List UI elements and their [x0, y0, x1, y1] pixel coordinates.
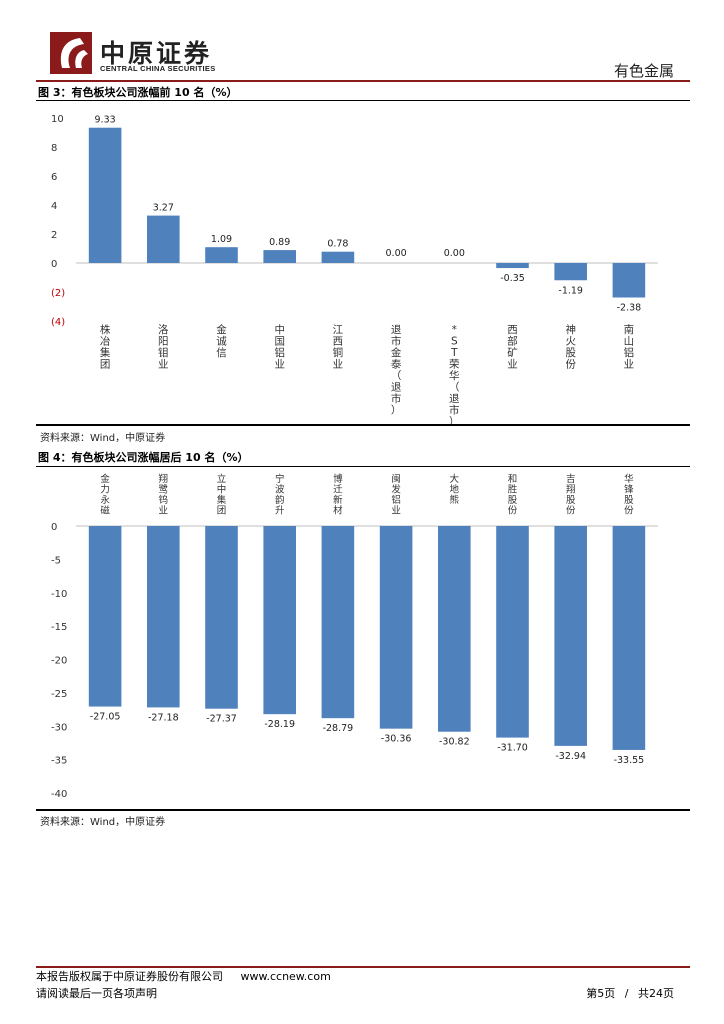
- category-label: 洛阳钼业: [158, 323, 169, 371]
- website-link[interactable]: www.ccnew.com: [240, 970, 331, 983]
- bar-1: [88, 526, 122, 707]
- bar-1: [88, 127, 122, 263]
- y-tick-label: 4: [51, 201, 57, 212]
- y-tick-label: 0: [51, 522, 57, 533]
- data-label: -27.37: [206, 714, 237, 725]
- figure-4-chart: 0 -5 -10 -15 -20 -25 -30 -35 -40 -27.05 金力永磁 -27.18…: [51, 473, 658, 800]
- bar-5: [321, 251, 355, 263]
- data-label: 0.78: [327, 239, 348, 250]
- category-label: 西部矿业: [507, 324, 518, 371]
- bar-2: [147, 215, 180, 263]
- y-tick-label: 10: [51, 114, 64, 125]
- data-label: 9.33: [95, 115, 116, 126]
- category-label: 华锋股份: [624, 473, 634, 517]
- data-label: -2.38: [617, 303, 642, 314]
- figure-4-bottom-rule: [36, 809, 690, 811]
- category-label: 大地熊: [450, 473, 460, 506]
- y-tick-label: -20: [51, 656, 67, 667]
- data-label: 1.09: [211, 234, 232, 245]
- y-tick-label: -25: [51, 689, 67, 700]
- category-label: 宁波韵升: [275, 473, 285, 517]
- data-label: -32.94: [555, 751, 586, 762]
- category-label: 神火股份: [565, 323, 576, 371]
- category-label: 江西铜业: [333, 324, 344, 371]
- data-label: -27.05: [90, 712, 121, 723]
- y-tick-label: 6: [51, 172, 57, 183]
- bar-4: [263, 526, 296, 715]
- figure-4-top-rule: [36, 466, 690, 467]
- category-label: 金力永磁: [100, 473, 110, 517]
- data-label: 0.89: [269, 237, 290, 248]
- category-label: 立中集团: [217, 473, 227, 517]
- y-tick-label: -5: [51, 555, 61, 566]
- y-tick-label: -15: [51, 622, 67, 633]
- bar-9: [554, 263, 587, 281]
- footer-divider: [36, 966, 690, 968]
- bar-4: [263, 250, 296, 263]
- y-tick-label: 2: [51, 230, 57, 241]
- category-label: * S T 荣华（退市）: [449, 324, 460, 428]
- category-label: 金诚信: [216, 323, 227, 359]
- page-current: 第5页: [586, 987, 616, 1000]
- category-label: 南山铝业: [624, 323, 635, 371]
- page-separator: /: [624, 987, 629, 1000]
- category-label: 中国铝业: [274, 323, 285, 371]
- logo-icon: [50, 32, 92, 74]
- bar-5: [321, 526, 355, 719]
- bar-3: [205, 526, 238, 709]
- figure-3-chart: 10 8 6 4 2 0 (2) (4) 9.33 株冶集团 3.27 洛阳钼业 1.09 金诚信 0.89…: [51, 114, 658, 428]
- bar-10: [612, 526, 646, 750]
- bar-10: [612, 263, 646, 298]
- section-title: 有色金属: [613, 62, 674, 80]
- category-label: 闽发铝业: [391, 473, 401, 517]
- category-label: 株冶集团: [100, 323, 111, 371]
- figure-3-top-rule: [36, 100, 690, 101]
- data-label: 0.00: [386, 248, 407, 259]
- category-label: 博迁新材: [333, 473, 343, 517]
- y-tick-label: -40: [51, 789, 67, 800]
- bar-3: [205, 247, 238, 263]
- data-label: -0.35: [500, 273, 525, 284]
- figure-4-title: 图 4：有色板块公司涨幅居后 10 名（%）: [38, 451, 249, 464]
- y-tick-label: (4): [51, 317, 65, 328]
- data-label: -31.70: [497, 743, 528, 754]
- copyright-text: 本报告版权属于中原证券股份有限公司: [36, 970, 223, 983]
- data-label: 0.00: [444, 248, 465, 259]
- bar-9: [554, 526, 587, 746]
- data-label: -28.19: [264, 719, 295, 730]
- figure-3-source: 资料来源：Wind，中原证券: [40, 433, 166, 444]
- bar-8: [496, 526, 529, 738]
- figure-3-bottom-rule: [36, 424, 690, 426]
- page-indicator: 第5页 / 共24页: [586, 985, 674, 1001]
- data-label: -27.18: [148, 712, 179, 723]
- data-label: -30.36: [381, 734, 412, 745]
- category-label: 退市金泰（退市）: [391, 324, 402, 417]
- data-label: -1.19: [558, 285, 583, 296]
- company-name-en: CENTRAL CHINA SECURITIES: [100, 64, 216, 73]
- y-tick-label: -30: [51, 722, 67, 733]
- y-tick-label: 8: [51, 143, 57, 154]
- bar-8: [496, 263, 529, 269]
- company-name-cn: 中原证券: [100, 39, 213, 68]
- data-label: -33.55: [614, 755, 645, 766]
- y-tick-label: -10: [51, 589, 67, 600]
- category-label: 和胜股份: [508, 474, 518, 517]
- category-label: 翔鹭钨业: [159, 473, 169, 517]
- bar-2: [147, 526, 180, 708]
- page-total: 共24页: [638, 987, 674, 1000]
- footer-copyright-line: 本报告版权属于中原证券股份有限公司 www.ccnew.com: [36, 968, 331, 984]
- y-tick-label: 0: [51, 259, 57, 270]
- bar-7: [438, 526, 471, 732]
- data-label: 3.27: [153, 203, 174, 214]
- y-tick-label: (2): [51, 288, 65, 299]
- data-label: -30.82: [439, 737, 470, 748]
- y-tick-label: -35: [51, 756, 67, 767]
- figure-3-title: 图 3：有色板块公司涨幅前 10 名（%）: [38, 86, 238, 99]
- data-label: -28.79: [323, 723, 354, 734]
- figure-4-source: 资料来源：Wind，中原证券: [40, 817, 166, 828]
- category-label: 吉翔股份: [566, 474, 576, 517]
- disclaimer-text: 请阅读最后一页各项声明: [36, 987, 157, 1000]
- header-divider: [36, 80, 690, 82]
- bar-6: [379, 526, 413, 729]
